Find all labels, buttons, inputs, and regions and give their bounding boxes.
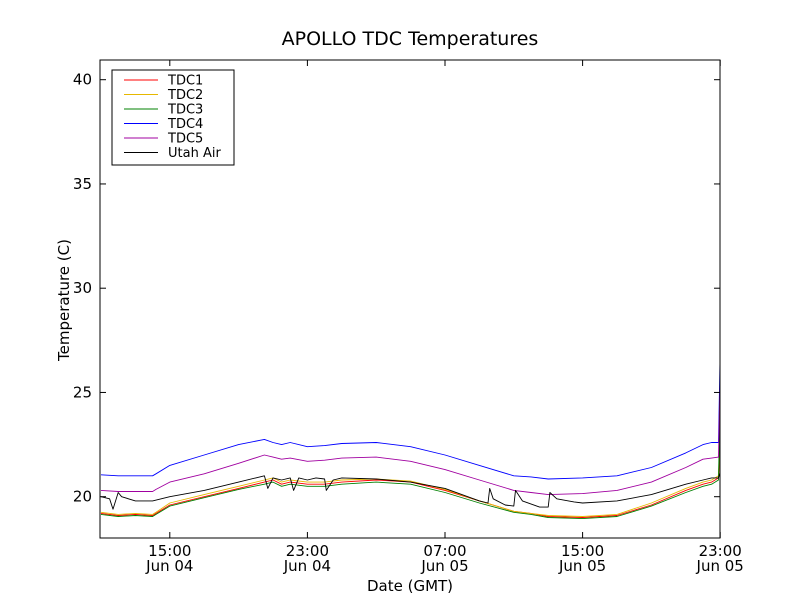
legend-label: TDC2 [167, 88, 203, 103]
y-axis-label: Temperature (C) [55, 239, 73, 362]
series-line-tdc4 [100, 321, 720, 480]
y-tick-label: 30 [73, 279, 92, 297]
series-line-tdc2 [100, 409, 720, 517]
legend-box [111, 69, 235, 166]
x-tick-label-time: 23:00 [699, 542, 742, 560]
x-tick-label-time: 15:00 [148, 542, 191, 560]
series-layer [100, 321, 720, 520]
legend-label: TDC4 [167, 117, 203, 132]
plot-frame [99, 59, 721, 539]
x-tick-label-date: Jun 04 [283, 557, 331, 575]
y-tick-label: 25 [73, 383, 92, 401]
series-line-tdc5 [100, 352, 720, 496]
x-axis-label: Date (GMT) [367, 577, 453, 595]
series-line-tdc3 [100, 369, 720, 520]
x-tick-label-time: 23:00 [286, 542, 329, 560]
y-tick-label: 35 [73, 175, 92, 193]
x-tick-label-date: Jun 04 [145, 557, 193, 575]
series-line-tdc1 [100, 422, 720, 518]
legend-label: TDC5 [167, 132, 203, 147]
x-tick-label-time: 15:00 [561, 542, 604, 560]
x-tick-label-date: Jun 05 [696, 557, 744, 575]
x-tick-label-time: 07:00 [423, 542, 466, 560]
x-tick-label-date: Jun 05 [558, 557, 606, 575]
legend-label: TDC1 [167, 74, 203, 89]
x-tick-label-date: Jun 05 [420, 557, 468, 575]
chart-title: APOLLO TDC Temperatures [282, 28, 539, 50]
legend-label: TDC3 [167, 103, 203, 118]
y-tick-label: 20 [73, 488, 92, 506]
y-tick-label: 40 [73, 71, 92, 89]
series-line-utah-air [100, 471, 720, 510]
legend-label: Utah Air [168, 146, 221, 161]
